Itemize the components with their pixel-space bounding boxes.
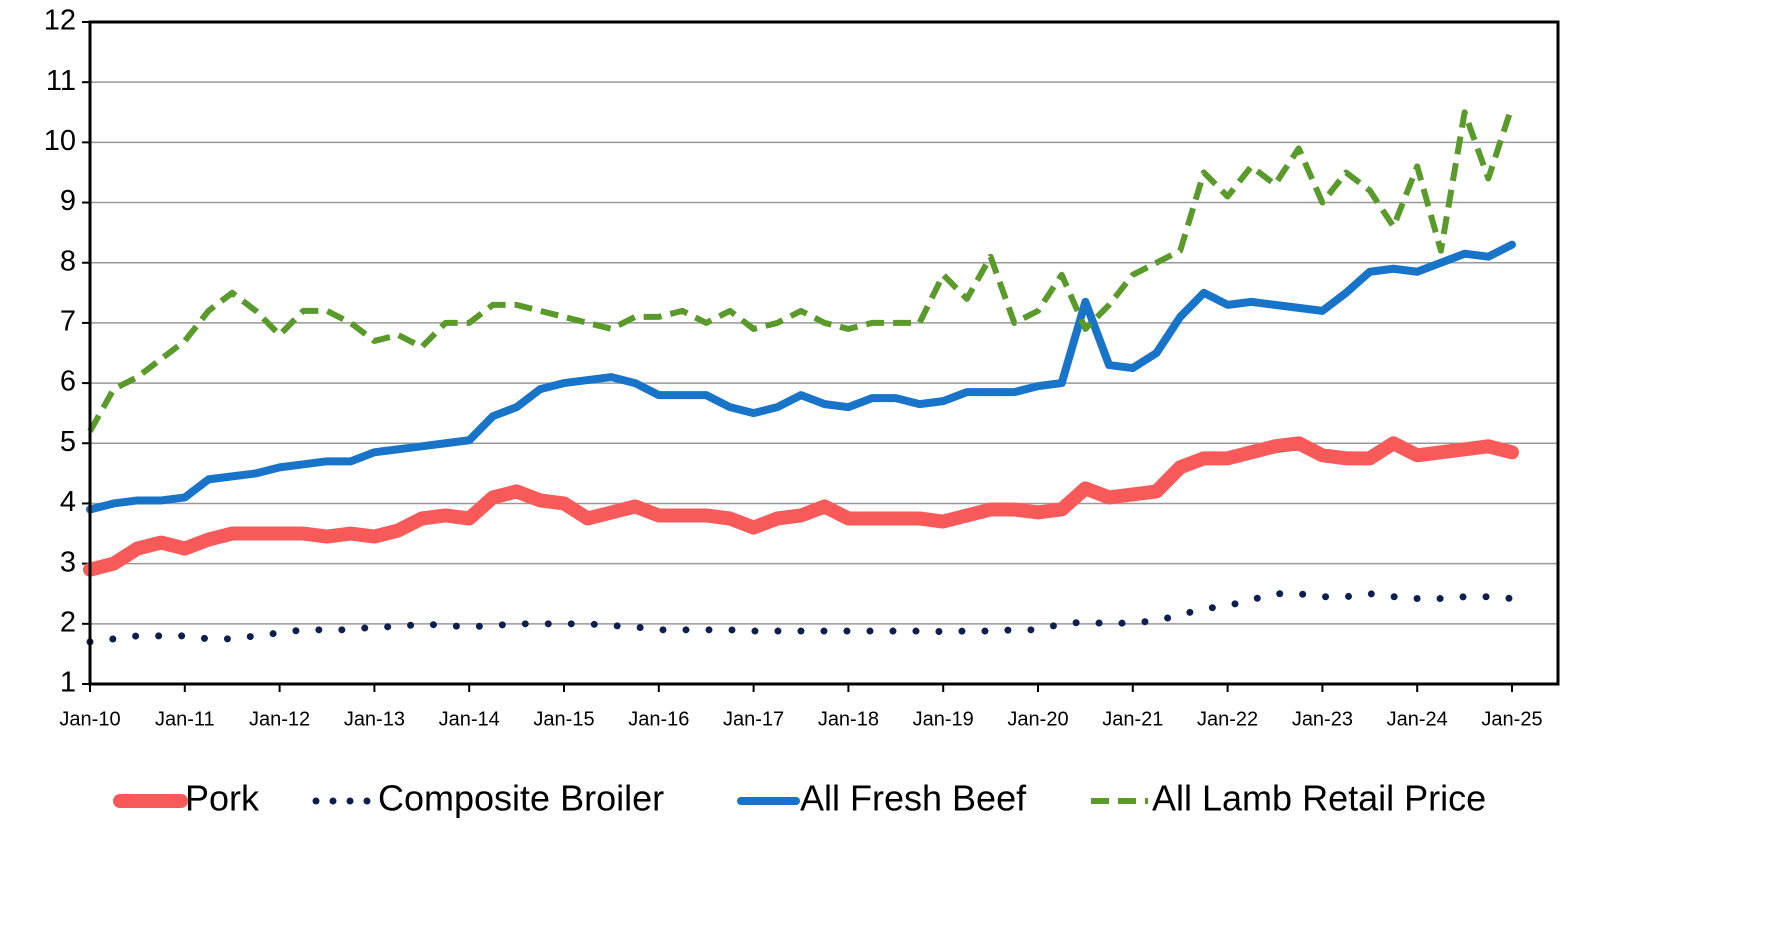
plot-frame	[88, 20, 1560, 686]
x-tick-label: Jan-18	[818, 708, 879, 730]
y-tick-label: 9	[60, 185, 76, 217]
x-tick-label: Jan-23	[1292, 708, 1353, 730]
x-tick-label: Jan-14	[439, 708, 500, 730]
x-tick-label: Jan-16	[628, 708, 689, 730]
y-tick-label: 12	[44, 5, 76, 37]
x-tick-label: Jan-15	[533, 708, 594, 730]
x-tick-label: Jan-17	[723, 708, 784, 730]
x-tick-label: Jan-20	[1007, 708, 1068, 730]
y-tick-label: 8	[60, 245, 76, 277]
y-tick-label: 2	[60, 606, 76, 638]
y-tick-label: 6	[60, 366, 76, 398]
series-line	[87, 105, 1515, 433]
x-tick-label: Jan-12	[249, 708, 310, 730]
legend-label: All Fresh Beef	[800, 778, 1027, 819]
y-tick-label: 10	[44, 125, 76, 157]
y-tick-label: 3	[60, 546, 76, 578]
x-tick-label: Jan-25	[1481, 708, 1542, 730]
x-tick-label: Jan-13	[344, 708, 405, 730]
legend-label: Composite Broiler	[378, 778, 664, 819]
y-tick-label: 5	[60, 426, 76, 458]
x-tick-label: Jan-21	[1102, 708, 1163, 730]
x-tick-label: Jan-19	[913, 708, 974, 730]
series-line	[86, 240, 1516, 514]
x-tick-label: Jan-11	[155, 708, 215, 730]
series-line	[83, 436, 1519, 577]
x-tick-label: Jan-10	[59, 708, 120, 730]
y-tick-label: 11	[46, 65, 76, 97]
y-tick-label: 4	[60, 486, 76, 518]
y-tick-label: 1	[60, 667, 76, 699]
x-tick-label: Jan-22	[1197, 708, 1258, 730]
x-tick-label: Jan-24	[1387, 708, 1448, 730]
series-line	[86, 590, 1516, 646]
y-tick-label: 7	[60, 306, 76, 338]
legend-label: Pork	[185, 778, 260, 819]
legend-label: All Lamb Retail Price	[1152, 778, 1486, 819]
